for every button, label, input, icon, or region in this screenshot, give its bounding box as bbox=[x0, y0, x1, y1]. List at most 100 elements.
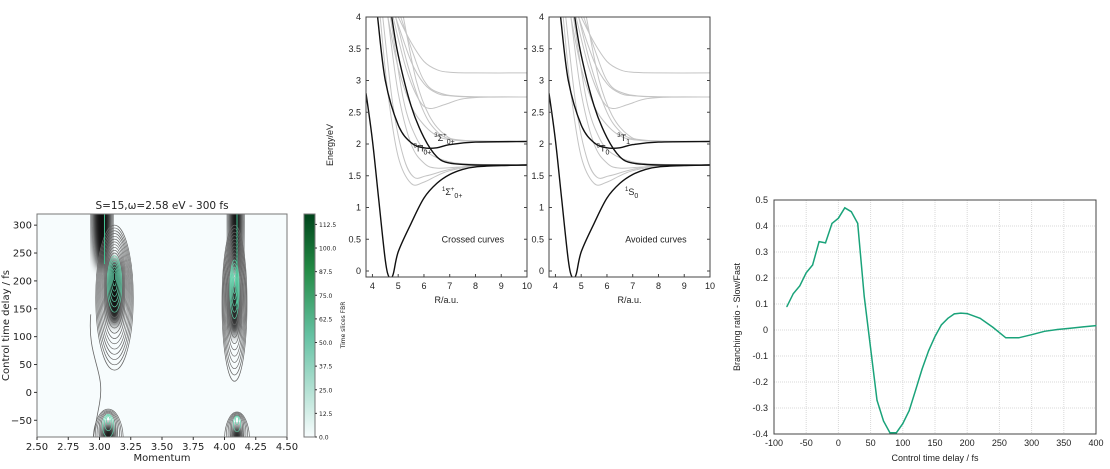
state-label-sub: 0+ bbox=[423, 150, 431, 157]
data-point bbox=[908, 410, 910, 412]
y-tick-label: 200 bbox=[13, 276, 32, 287]
contour-line bbox=[98, 411, 118, 437]
y-tick-label: 50 bbox=[19, 360, 32, 371]
excited-state-curve bbox=[583, 17, 710, 98]
contour-line bbox=[102, 414, 115, 437]
y-tick-label: 0.1 bbox=[755, 299, 768, 309]
x-tick-label: 10 bbox=[522, 281, 532, 291]
data-point bbox=[831, 222, 833, 224]
curves bbox=[549, 17, 710, 277]
contour-line bbox=[89, 314, 102, 437]
data-point bbox=[1018, 337, 1020, 339]
x-tick-label: 4 bbox=[553, 281, 558, 291]
panel-annotation: Avoided curves bbox=[625, 234, 687, 244]
excited-state-curve bbox=[580, 17, 710, 74]
y-tick-label: -0.1 bbox=[752, 351, 768, 361]
excited-state-curve bbox=[565, 17, 710, 179]
contour-line bbox=[224, 238, 245, 357]
y-tick-label: 2.5 bbox=[531, 107, 544, 117]
contour-line bbox=[97, 230, 132, 360]
y-tick-label: 1.5 bbox=[348, 171, 361, 181]
y-tick-label: 0 bbox=[26, 388, 32, 399]
data-point bbox=[902, 423, 904, 425]
colorbar-tick-label: 0.0 bbox=[319, 435, 329, 442]
y-tick-label: −50 bbox=[11, 416, 32, 427]
data-point bbox=[1095, 324, 1097, 327]
curves bbox=[366, 17, 527, 277]
x-tick-label: 2.75 bbox=[57, 442, 79, 453]
contour-line bbox=[98, 233, 131, 355]
density-blob bbox=[100, 423, 116, 437]
state-label: 1Σ+0+ bbox=[442, 187, 462, 200]
state-label-sup: + bbox=[451, 187, 455, 193]
colorbar-tick-label: 62.5 bbox=[319, 316, 333, 323]
colorbar-tick-label: 87.5 bbox=[319, 269, 333, 276]
x-tick-label: 9 bbox=[499, 281, 504, 291]
y-tick-label: 0.5 bbox=[531, 234, 544, 244]
contour-line bbox=[223, 231, 246, 370]
contour-line bbox=[229, 259, 240, 319]
contour-line bbox=[102, 244, 127, 334]
data-point bbox=[895, 432, 897, 434]
excited-state-curve bbox=[562, 17, 710, 186]
contour-line bbox=[227, 413, 247, 437]
x-tick-label: 5 bbox=[396, 281, 401, 291]
contour-line bbox=[104, 415, 113, 432]
x-tick-label: -100 bbox=[765, 438, 783, 448]
state-label-sub: 0+ bbox=[447, 139, 455, 146]
state-label-sub: 0+ bbox=[454, 193, 462, 200]
contour-line bbox=[221, 224, 248, 382]
data-point bbox=[812, 264, 814, 266]
plot-frame bbox=[365, 16, 528, 278]
data-point bbox=[1056, 328, 1058, 331]
contour-line bbox=[233, 415, 241, 433]
contour-line bbox=[228, 256, 241, 326]
state-label-symbol: T bbox=[600, 144, 606, 154]
y-axis-label: Branching ratio - Slow/Fast bbox=[732, 262, 742, 371]
data-point bbox=[818, 241, 820, 243]
contour-line bbox=[111, 266, 118, 292]
y-tick-label: 0 bbox=[356, 266, 361, 276]
x-tick-label: 7 bbox=[630, 281, 635, 291]
y-tick-label: 0 bbox=[763, 325, 768, 335]
state-label: 1S0 bbox=[625, 187, 638, 200]
x-tick-label: 3.00 bbox=[88, 442, 110, 453]
contour-line bbox=[95, 224, 134, 371]
x-tick-label: 3.75 bbox=[182, 442, 204, 453]
contour-line bbox=[104, 249, 125, 324]
excited-state-curve bbox=[400, 17, 527, 98]
x-tick-label: 9 bbox=[682, 281, 687, 291]
contour-line bbox=[225, 242, 244, 351]
contour-line bbox=[112, 269, 117, 287]
contour-line bbox=[106, 416, 111, 425]
x-tick-label: 400 bbox=[1088, 438, 1103, 448]
x-tick-label: 5 bbox=[579, 281, 584, 291]
data-point bbox=[870, 347, 872, 349]
y-tick-label: -0.2 bbox=[752, 377, 768, 387]
state-label: 3Σ+0+ bbox=[434, 133, 454, 146]
state-label-symbol: Σ bbox=[438, 133, 444, 143]
contour-line bbox=[99, 235, 130, 350]
y-tick-label: 3 bbox=[539, 76, 544, 86]
chart-title: S=15,ω=2.58 eV - 300 fs bbox=[95, 200, 228, 212]
colorbar bbox=[303, 213, 316, 438]
x-tick-label: 250 bbox=[992, 438, 1007, 448]
excited-state-curve bbox=[585, 17, 710, 142]
plot-background bbox=[366, 17, 527, 277]
contour-field bbox=[89, 214, 250, 437]
y-tick-label: 4 bbox=[539, 12, 544, 22]
y-tick-label: 2.5 bbox=[348, 107, 361, 117]
y-tick-label: 0.2 bbox=[755, 273, 768, 283]
panel-annotation: Crossed curves bbox=[442, 234, 505, 244]
data-point bbox=[940, 324, 943, 326]
colorbar-tick-label: 50.0 bbox=[319, 340, 333, 347]
contour-line bbox=[105, 252, 124, 318]
y-axis-label: Energy/eV bbox=[325, 124, 335, 166]
labelled-state-curve bbox=[559, 17, 710, 150]
x-tick-label: 350 bbox=[1056, 438, 1071, 448]
state-label: 3T0 bbox=[597, 144, 610, 157]
data-point bbox=[947, 317, 949, 319]
x-axis-label: R/a.u. bbox=[434, 295, 458, 305]
y-tick-label: 1 bbox=[539, 203, 544, 213]
